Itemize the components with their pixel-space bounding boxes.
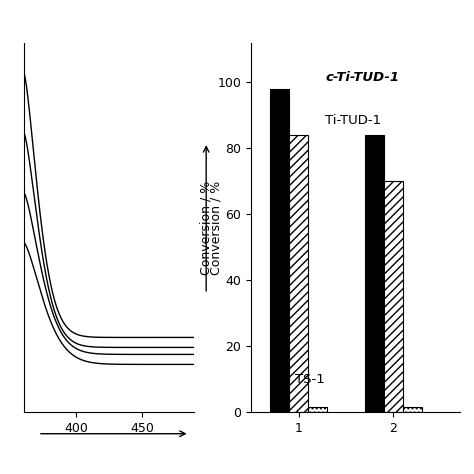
Text: Ti-TUD-1: Ti-TUD-1 xyxy=(325,114,381,127)
Text: TS-1: TS-1 xyxy=(295,373,325,386)
Text: c-Ti-TUD-1: c-Ti-TUD-1 xyxy=(325,71,399,84)
Y-axis label: Conversion / %: Conversion / % xyxy=(199,181,212,274)
Bar xyxy=(403,408,422,412)
Bar xyxy=(365,135,384,412)
Bar xyxy=(289,135,308,412)
Bar xyxy=(384,182,403,412)
Text: Conversion / %: Conversion / % xyxy=(209,181,222,274)
Bar xyxy=(270,89,289,412)
Bar xyxy=(308,408,327,412)
